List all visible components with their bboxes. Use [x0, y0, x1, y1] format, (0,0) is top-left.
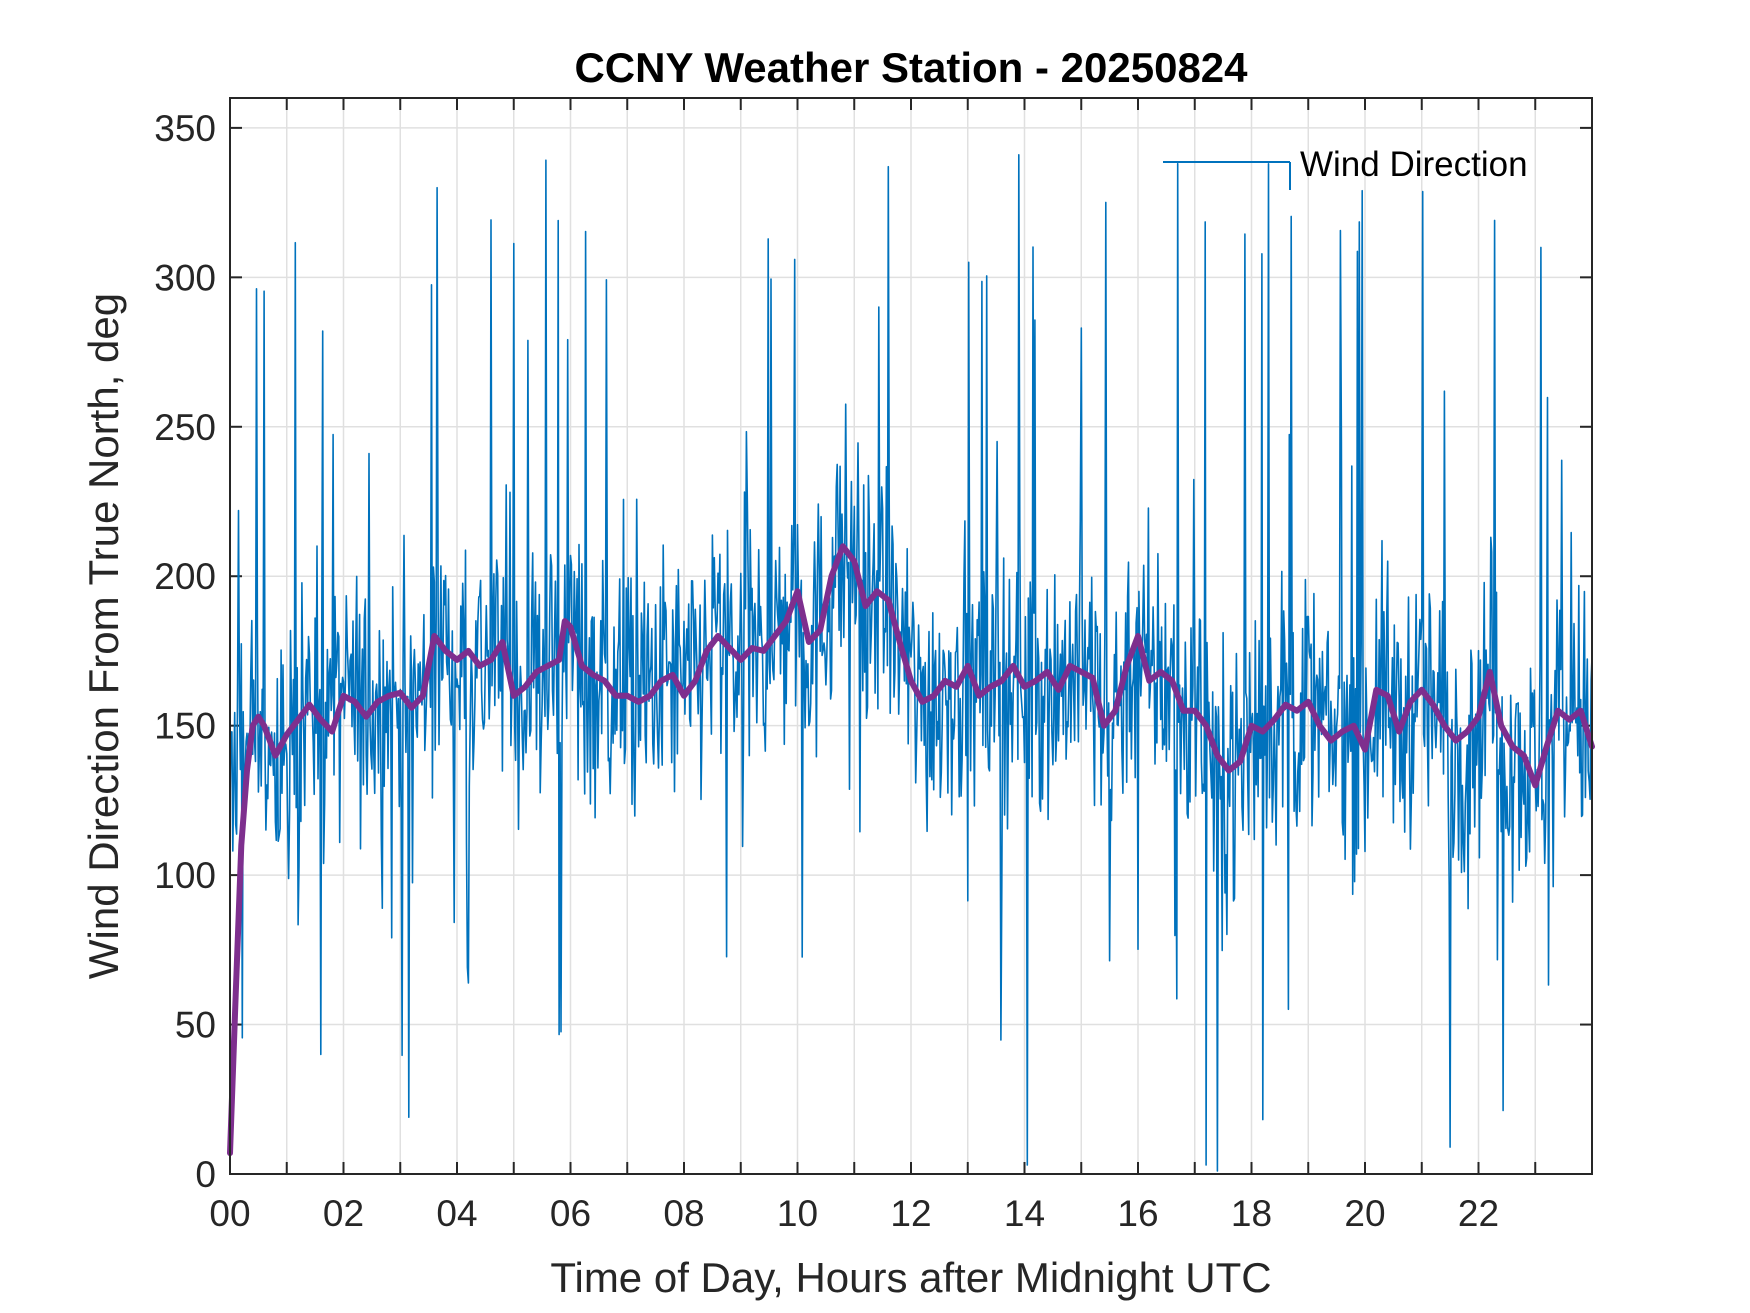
wind-direction-smoothed-line [227, 543, 1595, 1157]
y-tick-label: 0 [195, 1154, 216, 1195]
x-tick-label: 18 [1231, 1193, 1272, 1234]
x-tick-label: 14 [1004, 1193, 1045, 1234]
y-tick-label: 300 [154, 257, 216, 298]
y-tick-label: 50 [175, 1005, 216, 1046]
x-tick-label: 22 [1458, 1193, 1499, 1234]
y-tick-label: 250 [154, 407, 216, 448]
x-tick-label: 16 [1117, 1193, 1158, 1234]
y-tick-label: 200 [154, 556, 216, 597]
x-tick-label: 06 [550, 1193, 591, 1234]
x-tick-label: 02 [323, 1193, 364, 1234]
legend-label-wind-direction: Wind Direction [1300, 145, 1528, 184]
x-tick-label: 10 [777, 1193, 818, 1234]
x-tick-labels: 00 02 04 06 08 10 12 14 16 18 20 22 [209, 1193, 1499, 1234]
x-tick-label: 00 [209, 1193, 250, 1234]
x-tick-label: 20 [1344, 1193, 1385, 1234]
y-tick-label: 150 [154, 706, 216, 747]
series-wind-direction-smoothed [227, 543, 1595, 1157]
series-wind-direction [229, 154, 1593, 1172]
chart-title: CCNY Weather Station - 20250824 [574, 44, 1248, 91]
plot-frame [229, 97, 1593, 1175]
x-tick-label: 08 [663, 1193, 704, 1234]
wind-direction-line [229, 154, 1593, 1172]
x-tick-label: 04 [436, 1193, 477, 1234]
y-tick-label: 350 [154, 108, 216, 149]
x-tick-label: 12 [890, 1193, 931, 1234]
y-tick-labels: 0 50 100 150 200 250 300 350 [154, 108, 216, 1195]
y-axis-label: Wind Direction From True North, deg [80, 293, 127, 979]
y-tick-label: 100 [154, 855, 216, 896]
x-axis-label: Time of Day, Hours after Midnight UTC [550, 1254, 1271, 1301]
legend: Wind Direction [1163, 145, 1528, 190]
